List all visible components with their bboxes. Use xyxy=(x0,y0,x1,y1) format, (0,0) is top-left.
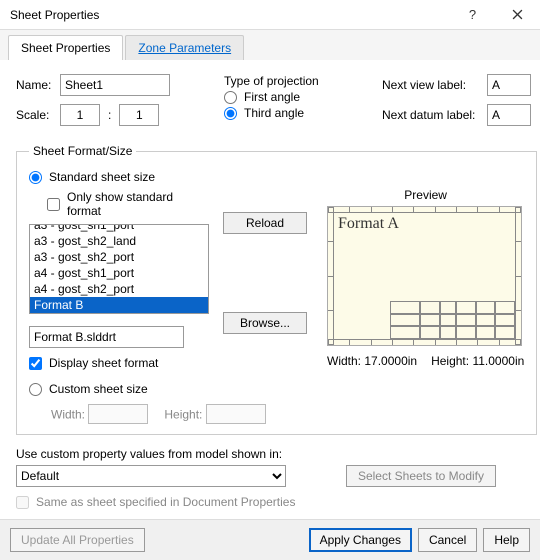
next-datum-label: Next datum label: xyxy=(382,108,487,122)
scale-numerator-input[interactable] xyxy=(60,104,100,126)
display-format-label: Display sheet format xyxy=(49,356,158,370)
first-angle-radio[interactable] xyxy=(224,91,237,104)
format-file-input[interactable] xyxy=(29,326,184,348)
reload-button[interactable]: Reload xyxy=(223,212,307,234)
custom-size-label: Custom sheet size xyxy=(49,382,148,396)
customprop-select[interactable]: Default xyxy=(16,465,286,487)
name-label: Name: xyxy=(16,78,60,92)
custom-width-label: Width: xyxy=(51,408,85,422)
scale-colon: : xyxy=(106,108,113,122)
tab-zone-parameters[interactable]: Zone Parameters xyxy=(125,35,244,60)
next-datum-input[interactable] xyxy=(487,104,531,126)
preview-title: Format A xyxy=(338,215,399,233)
third-angle-radio[interactable] xyxy=(224,107,237,120)
custom-width-input xyxy=(88,404,148,424)
preview-height-label: Height: xyxy=(431,354,469,368)
next-view-input[interactable] xyxy=(487,74,531,96)
cancel-button[interactable]: Cancel xyxy=(418,528,477,552)
select-sheets-button: Select Sheets to Modify xyxy=(346,465,496,487)
only-standard-label: Only show standard format xyxy=(67,190,209,218)
format-listbox[interactable]: a3 - gost_sh1_porta3 - gost_sh2_landa3 -… xyxy=(29,224,209,314)
scale-denominator-input[interactable] xyxy=(119,104,159,126)
update-all-button: Update All Properties xyxy=(10,528,145,552)
preview-label: Preview xyxy=(327,188,524,202)
custom-height-input xyxy=(206,404,266,424)
custom-size-radio[interactable] xyxy=(29,383,42,396)
window-title: Sheet Properties xyxy=(10,8,450,22)
list-item[interactable]: a3 - gost_sh2_land xyxy=(30,233,208,249)
browse-button[interactable]: Browse... xyxy=(223,312,307,334)
customprop-label: Use custom property values from model sh… xyxy=(16,447,524,461)
tab-sheet-properties[interactable]: Sheet Properties xyxy=(8,35,123,60)
same-as-doc-checkbox xyxy=(16,496,29,509)
list-item[interactable]: a3 - gost_sh1_port xyxy=(30,224,208,233)
list-item[interactable]: Format B xyxy=(30,297,208,313)
list-item[interactable]: a4 - gost_sh2_port xyxy=(30,281,208,297)
same-as-doc-label: Same as sheet specified in Document Prop… xyxy=(36,495,295,509)
scale-label: Scale: xyxy=(16,108,60,122)
preview-height-value: 11.0000in xyxy=(472,354,524,368)
format-group-title: Sheet Format/Size xyxy=(29,144,136,158)
only-standard-checkbox[interactable] xyxy=(47,198,60,211)
first-angle-label: First angle xyxy=(244,90,300,104)
help-titlebar-button[interactable]: ? xyxy=(450,0,495,30)
preview-titleblock xyxy=(390,301,515,339)
name-input[interactable] xyxy=(60,74,170,96)
preview-width-label: Width: xyxy=(327,354,361,368)
projection-label: Type of projection xyxy=(224,74,374,88)
display-format-checkbox[interactable] xyxy=(29,357,42,370)
standard-size-label: Standard sheet size xyxy=(49,170,155,184)
preview-width-value: 17.0000in xyxy=(364,354,417,368)
next-view-label: Next view label: xyxy=(382,78,487,92)
standard-size-radio[interactable] xyxy=(29,171,42,184)
apply-changes-button[interactable]: Apply Changes xyxy=(309,528,412,552)
third-angle-label: Third angle xyxy=(244,106,304,120)
help-button[interactable]: Help xyxy=(483,528,530,552)
preview-box: Format A xyxy=(327,206,522,346)
close-button[interactable] xyxy=(495,0,540,30)
list-item[interactable]: a4 - gost_sh1_port xyxy=(30,265,208,281)
list-item[interactable]: a3 - gost_sh2_port xyxy=(30,249,208,265)
custom-height-label: Height: xyxy=(164,408,202,422)
